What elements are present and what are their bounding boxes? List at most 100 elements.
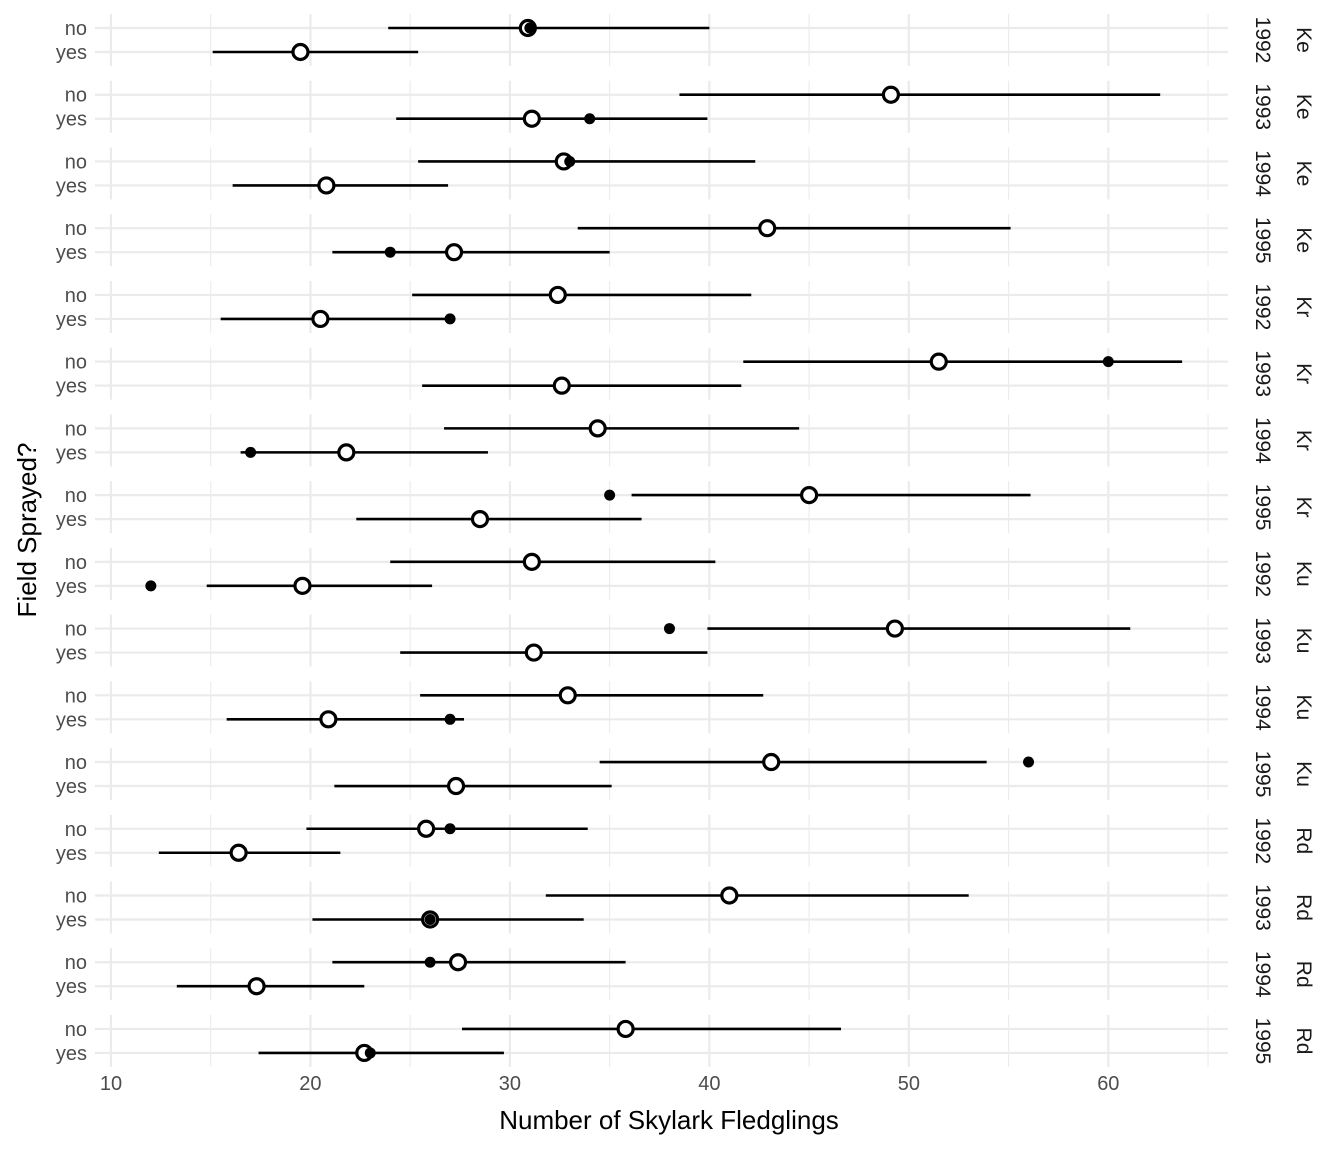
- strip-label-site: Ke: [1292, 227, 1315, 253]
- estimate-point-yes: [446, 776, 466, 796]
- strip-label-year: 1993: [1251, 884, 1274, 931]
- strip-label-site: Ku: [1292, 694, 1315, 720]
- estimate-point-no: [522, 552, 541, 571]
- y-tick-label-yes: yes: [56, 242, 87, 264]
- x-tick-label: 50: [898, 1073, 920, 1095]
- estimate-point-yes: [524, 643, 543, 662]
- estimate-point-no: [417, 819, 436, 838]
- y-tick-label-no: no: [65, 418, 87, 440]
- strip-label-site: Kr: [1292, 363, 1315, 384]
- y-tick-label-yes: yes: [56, 509, 87, 531]
- observed-point-no: [1023, 756, 1035, 768]
- y-tick-label-no: no: [65, 218, 87, 240]
- observed-point-no: [564, 155, 576, 167]
- strip-label-site: Kr: [1292, 296, 1315, 317]
- estimate-point-yes: [291, 42, 310, 62]
- observed-point-no: [663, 623, 675, 635]
- observed-point-yes: [364, 1047, 376, 1059]
- strip-label-year: 1993: [1251, 350, 1274, 397]
- y-tick-label-yes: yes: [56, 709, 87, 731]
- y-tick-label-yes: yes: [56, 109, 87, 131]
- y-tick-label-yes: yes: [56, 442, 87, 464]
- estimate-point-no: [588, 419, 607, 438]
- estimate-point-no: [558, 686, 577, 705]
- strip-label-site: Ku: [1292, 561, 1315, 587]
- y-tick-label-no: no: [65, 1019, 87, 1041]
- y-tick-label-yes: yes: [56, 776, 87, 798]
- strip-label-site: Rd: [1292, 961, 1315, 988]
- estimate-point-yes: [337, 443, 356, 462]
- strip-label-year: 1994: [1251, 150, 1274, 197]
- observed-point-yes: [584, 113, 596, 125]
- observed-point-yes: [424, 913, 436, 925]
- estimate-point-no: [548, 285, 567, 305]
- strip-label-site: Ku: [1292, 761, 1315, 787]
- estimate-point-yes: [317, 176, 336, 195]
- x-tick-label: 10: [100, 1073, 122, 1095]
- strip-label-year: 1993: [1251, 83, 1274, 130]
- observed-point-no: [444, 823, 456, 835]
- strip-label-site: Kr: [1292, 430, 1315, 451]
- y-tick-label-yes: yes: [56, 909, 87, 931]
- x-tick-label: 30: [499, 1073, 521, 1095]
- y-tick-label-yes: yes: [56, 576, 87, 598]
- x-tick-label: 60: [1097, 1073, 1119, 1095]
- strip-label-site: Ke: [1292, 94, 1315, 120]
- y-tick-label-no: no: [65, 151, 87, 173]
- y-tick-label-no: no: [65, 752, 87, 774]
- x-axis-title: Number of Skylark Fledglings: [499, 1105, 839, 1135]
- estimate-point-yes: [311, 309, 330, 329]
- estimate-point-no: [929, 352, 948, 371]
- strip-label-year: 1993: [1251, 617, 1274, 664]
- estimate-point-yes: [229, 843, 248, 862]
- estimate-point-yes: [444, 243, 464, 262]
- observed-point-no: [524, 22, 536, 34]
- observed-point-yes: [145, 580, 157, 592]
- estimate-point-no: [881, 85, 900, 104]
- strip-label-year: 1992: [1251, 550, 1274, 597]
- x-tick-label: 20: [299, 1073, 321, 1095]
- y-tick-label-no: no: [65, 952, 87, 974]
- observed-point-yes: [384, 246, 396, 258]
- strip-label-year: 1995: [1251, 1018, 1274, 1065]
- estimate-point-yes: [522, 109, 541, 128]
- y-tick-label-no: no: [65, 352, 87, 374]
- strip-label-year: 1994: [1251, 951, 1274, 998]
- observed-point-yes: [444, 313, 456, 325]
- estimate-point-yes: [470, 510, 490, 529]
- y-axis-title: Field Sprayed?: [12, 443, 42, 618]
- estimate-point-no: [448, 953, 468, 972]
- strip-label-site: Rd: [1292, 827, 1315, 854]
- y-tick-label-yes: yes: [56, 843, 87, 865]
- strip-label-site: Rd: [1292, 894, 1315, 921]
- y-tick-label-no: no: [65, 285, 87, 307]
- observed-point-no: [604, 489, 616, 501]
- strip-label-site: Rd: [1292, 1028, 1315, 1055]
- estimate-point-yes: [552, 376, 571, 395]
- estimate-point-yes: [247, 977, 266, 996]
- strip-label-year: 1992: [1251, 17, 1274, 64]
- y-tick-label-no: no: [65, 619, 87, 641]
- strip-label-year: 1992: [1251, 284, 1274, 331]
- y-tick-label-yes: yes: [56, 1043, 87, 1065]
- y-tick-label-yes: yes: [56, 309, 87, 331]
- strip-label-year: 1995: [1251, 751, 1274, 798]
- strip-label-year: 1995: [1251, 484, 1274, 531]
- y-tick-label-no: no: [65, 685, 87, 707]
- strip-label-site: Ke: [1292, 161, 1315, 187]
